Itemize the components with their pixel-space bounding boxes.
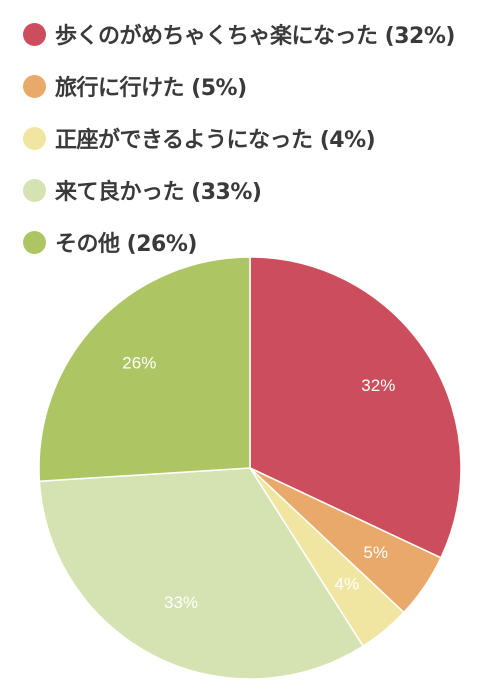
- pie-label-glad: 33%: [164, 593, 198, 612]
- legend-item-travel: 旅行に行けた (5%): [23, 60, 493, 112]
- pie-slices: [38, 256, 462, 680]
- chart-legend: 歩くのがめちゃくちゃ楽になった (32%) 旅行に行けた (5%) 正座ができる…: [23, 8, 493, 268]
- pie-label-seiza: 4%: [335, 575, 360, 594]
- legend-swatch-glad: [23, 178, 46, 202]
- legend-item-seiza: 正座ができるようになった (4%): [23, 112, 493, 164]
- pie-label-other: 26%: [122, 353, 156, 372]
- pie-label-walking: 32%: [361, 376, 395, 395]
- legend-label-other: その他 (26%): [55, 232, 197, 257]
- legend-item-glad: 来て良かった (33%): [23, 164, 493, 216]
- pie-slice-walking: [249, 256, 462, 559]
- pie-labels: 32% 5%4% 33% 26%: [122, 353, 395, 611]
- legend-label-walking: 歩くのがめちゃくちゃ楽になった (32%): [55, 24, 455, 49]
- legend-swatch-seiza: [23, 126, 46, 150]
- legend-item-walking: 歩くのがめちゃくちゃ楽になった (32%): [23, 8, 493, 60]
- legend-label-travel: 旅行に行けた (5%): [55, 76, 247, 101]
- legend-swatch-walking: [23, 22, 46, 46]
- pie-slice-other: [38, 256, 251, 482]
- legend-swatch-other: [23, 230, 46, 254]
- pie-slice-glad: [38, 467, 364, 680]
- legend-label-seiza: 正座ができるようになった (4%): [55, 128, 376, 153]
- pie-label-travel: 5%: [363, 543, 388, 562]
- legend-item-other: その他 (26%): [23, 216, 493, 268]
- legend-label-glad: 来て良かった (33%): [55, 180, 262, 205]
- legend-swatch-travel: [23, 74, 46, 98]
